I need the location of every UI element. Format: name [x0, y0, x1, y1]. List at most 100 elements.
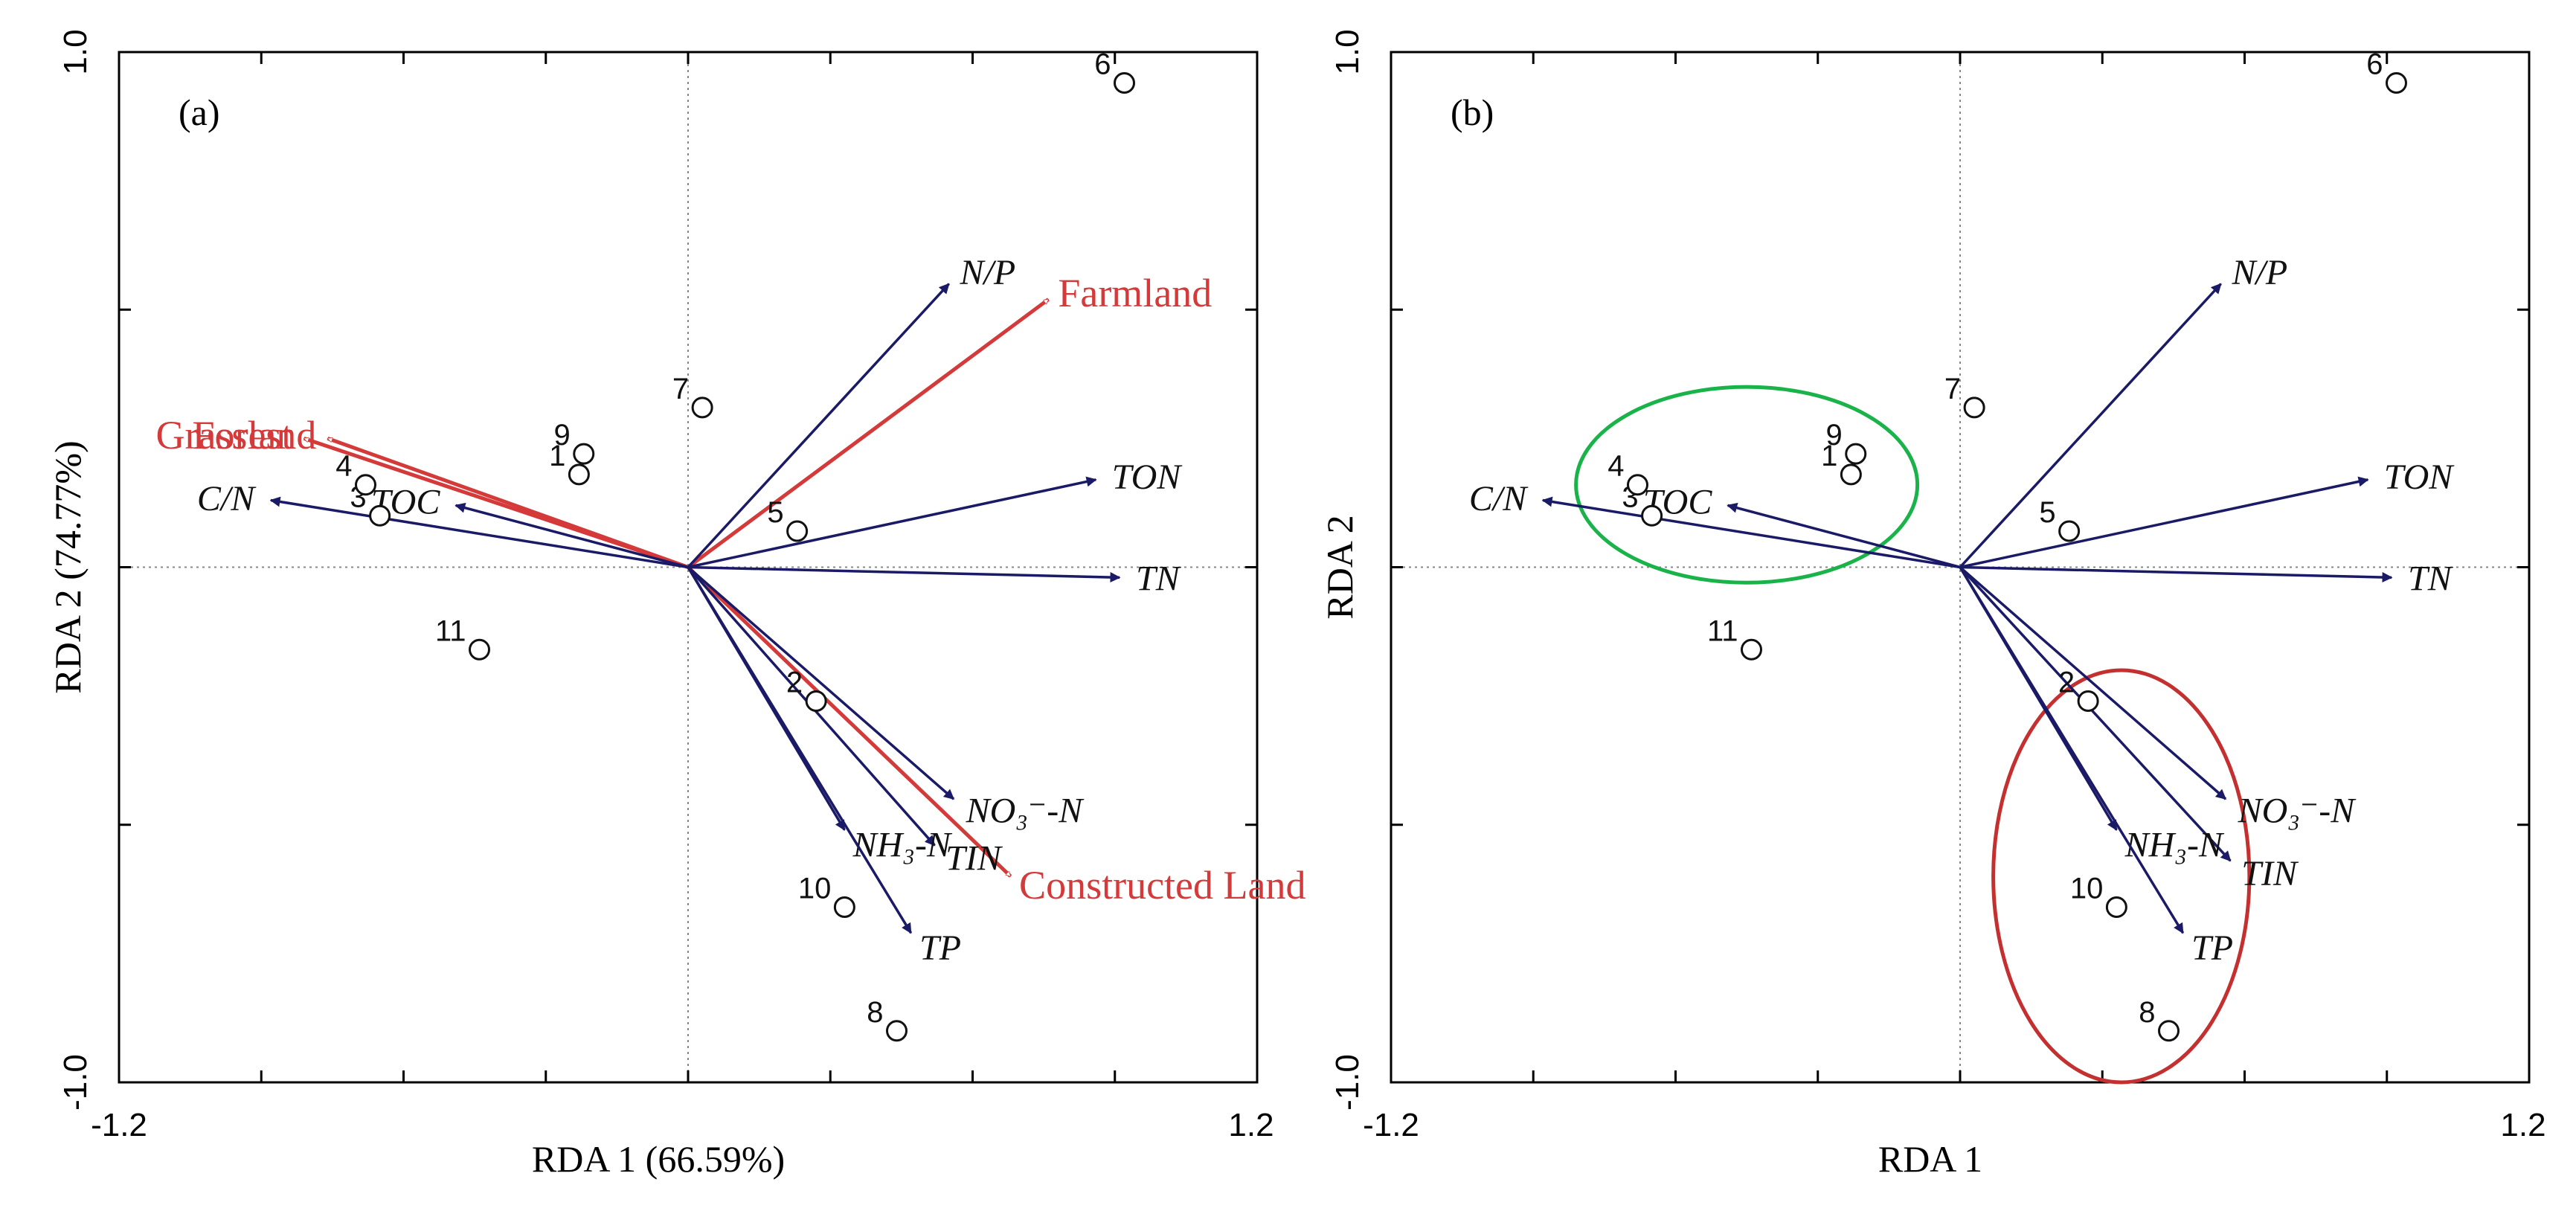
sample-label-7: 7 [1944, 373, 1961, 405]
env-label-c-n: C/N [197, 479, 257, 518]
env-arrow-n-p [1959, 283, 2222, 568]
sample-point-8 [886, 1020, 908, 1042]
env-label-tp: TP [919, 928, 961, 968]
x-tick-label-min: -1.2 [1363, 1107, 1419, 1143]
sample-point-1 [568, 463, 590, 486]
sample-point-1 [1840, 463, 1862, 486]
sample-label-5: 5 [2039, 496, 2055, 529]
x-axis-label: RDA 1 [1878, 1138, 1982, 1180]
sample-point-5 [786, 520, 809, 542]
sample-label-8: 8 [2139, 996, 2155, 1029]
sample-label-6: 6 [1094, 48, 1111, 81]
sample-label-6: 6 [2366, 48, 2383, 81]
sample-label-8: 8 [867, 996, 883, 1029]
sample-point-10 [833, 896, 855, 919]
sample-label-7: 7 [672, 373, 689, 405]
sample-label-1: 1 [549, 440, 565, 472]
sample-label-9: 9 [1826, 419, 1843, 452]
sample-label-1: 1 [1821, 440, 1837, 472]
sample-label-10: 10 [2070, 873, 2104, 905]
sample-point-7 [691, 396, 713, 419]
sample-point-11 [469, 638, 490, 661]
env-label-n-p: N/P [2232, 253, 2288, 292]
sample-groupings [1574, 385, 2252, 1085]
env-arrow-toc [455, 502, 689, 569]
env-label-tin: TIN [945, 839, 1003, 879]
env-label-tin: TIN [2241, 854, 2299, 893]
x-tick-label-max: 1.2 [2500, 1107, 2546, 1143]
env-arrow-tp [1959, 566, 2185, 934]
env-label-c-n: C/N [1469, 479, 1529, 518]
env-arrow-c-n [1541, 496, 1961, 569]
env-arrow-n-p [687, 283, 950, 568]
env-label-n-p: N/P [960, 253, 1016, 292]
env-arrow-tn [1959, 565, 2393, 583]
land-use-arrow-farmland [687, 298, 1050, 569]
axis-ticks [118, 51, 1259, 1084]
sample-point-4 [355, 474, 376, 496]
sample-point-7 [1963, 396, 1985, 419]
x-tick-label-max: 1.2 [1228, 1107, 1273, 1143]
sample-label-2: 2 [2058, 667, 2075, 699]
env-label-tn: TN [2408, 559, 2454, 599]
sample-point-9 [573, 443, 595, 465]
env-arrow-tn [687, 565, 1121, 583]
sample-point-10 [2105, 896, 2127, 919]
sample-point-9 [1845, 443, 1867, 465]
sample-label-11: 11 [1707, 614, 1738, 647]
sample-label-5: 5 [767, 496, 783, 529]
sample-point-8 [2158, 1020, 2180, 1042]
group-ellipse [1991, 668, 2252, 1085]
land-use-label-grassland: Grassland [155, 413, 316, 457]
env-arrow-tin [1959, 566, 2232, 862]
x-axis-label: RDA 1 (66.59%) [532, 1138, 785, 1180]
env-label-nh-n: NH₃-N [2124, 825, 2225, 864]
env-arrow-tp [687, 566, 913, 934]
sample-point-5 [2058, 520, 2081, 542]
sample-point-4 [1627, 474, 1648, 496]
y-axis-label: RDA 2 [1319, 515, 1361, 619]
sample-point-11 [1741, 638, 1762, 661]
env-label-ton: TON [2384, 457, 2455, 497]
y-axis-label: RDA 2 (74.77%) [47, 440, 89, 693]
land-use-label-constructed-land: Constructed Land [1019, 863, 1305, 908]
env-label-nh-n: NH₃-N [852, 825, 953, 864]
env-arrow-c-n [269, 496, 689, 569]
y-tick-label-min: -1.0 [57, 1054, 94, 1111]
env-arrow-ton [687, 476, 1097, 569]
sample-point-6 [2386, 72, 2407, 94]
sample-label-9: 9 [554, 419, 571, 452]
env-arrow-ton [1959, 476, 2369, 569]
axis-ticks [1390, 51, 2531, 1084]
sample-label-11: 11 [435, 614, 466, 647]
sample-label-2: 2 [786, 667, 803, 699]
env-label-tn: TN [1136, 559, 1182, 599]
land-use-arrow-forest [304, 437, 689, 569]
land-use-arrow-constructed-land [687, 565, 1012, 878]
panel-label: (b) [1451, 91, 1494, 133]
land-use-label-forest: Forest [192, 413, 292, 457]
env-arrow-no-n [1959, 566, 2227, 800]
sample-point-3 [1641, 504, 1663, 527]
y-tick-label-max: 1.0 [1329, 29, 1366, 74]
land-use-label-farmland: Farmland [1058, 271, 1212, 315]
env-arrow-toc [1727, 502, 1961, 569]
x-tick-label-min: -1.2 [91, 1107, 147, 1143]
sample-point-2 [805, 690, 827, 713]
panel-label: (a) [179, 91, 220, 133]
group-ellipse [1574, 385, 1920, 585]
sample-point-3 [369, 504, 391, 527]
sample-label-10: 10 [798, 873, 832, 905]
sample-label-4: 4 [1607, 450, 1624, 483]
sample-label-4: 4 [335, 450, 352, 483]
env-arrow-no-n [687, 566, 955, 800]
y-tick-label-min: -1.0 [1329, 1054, 1366, 1111]
sample-point-6 [1114, 72, 1135, 94]
